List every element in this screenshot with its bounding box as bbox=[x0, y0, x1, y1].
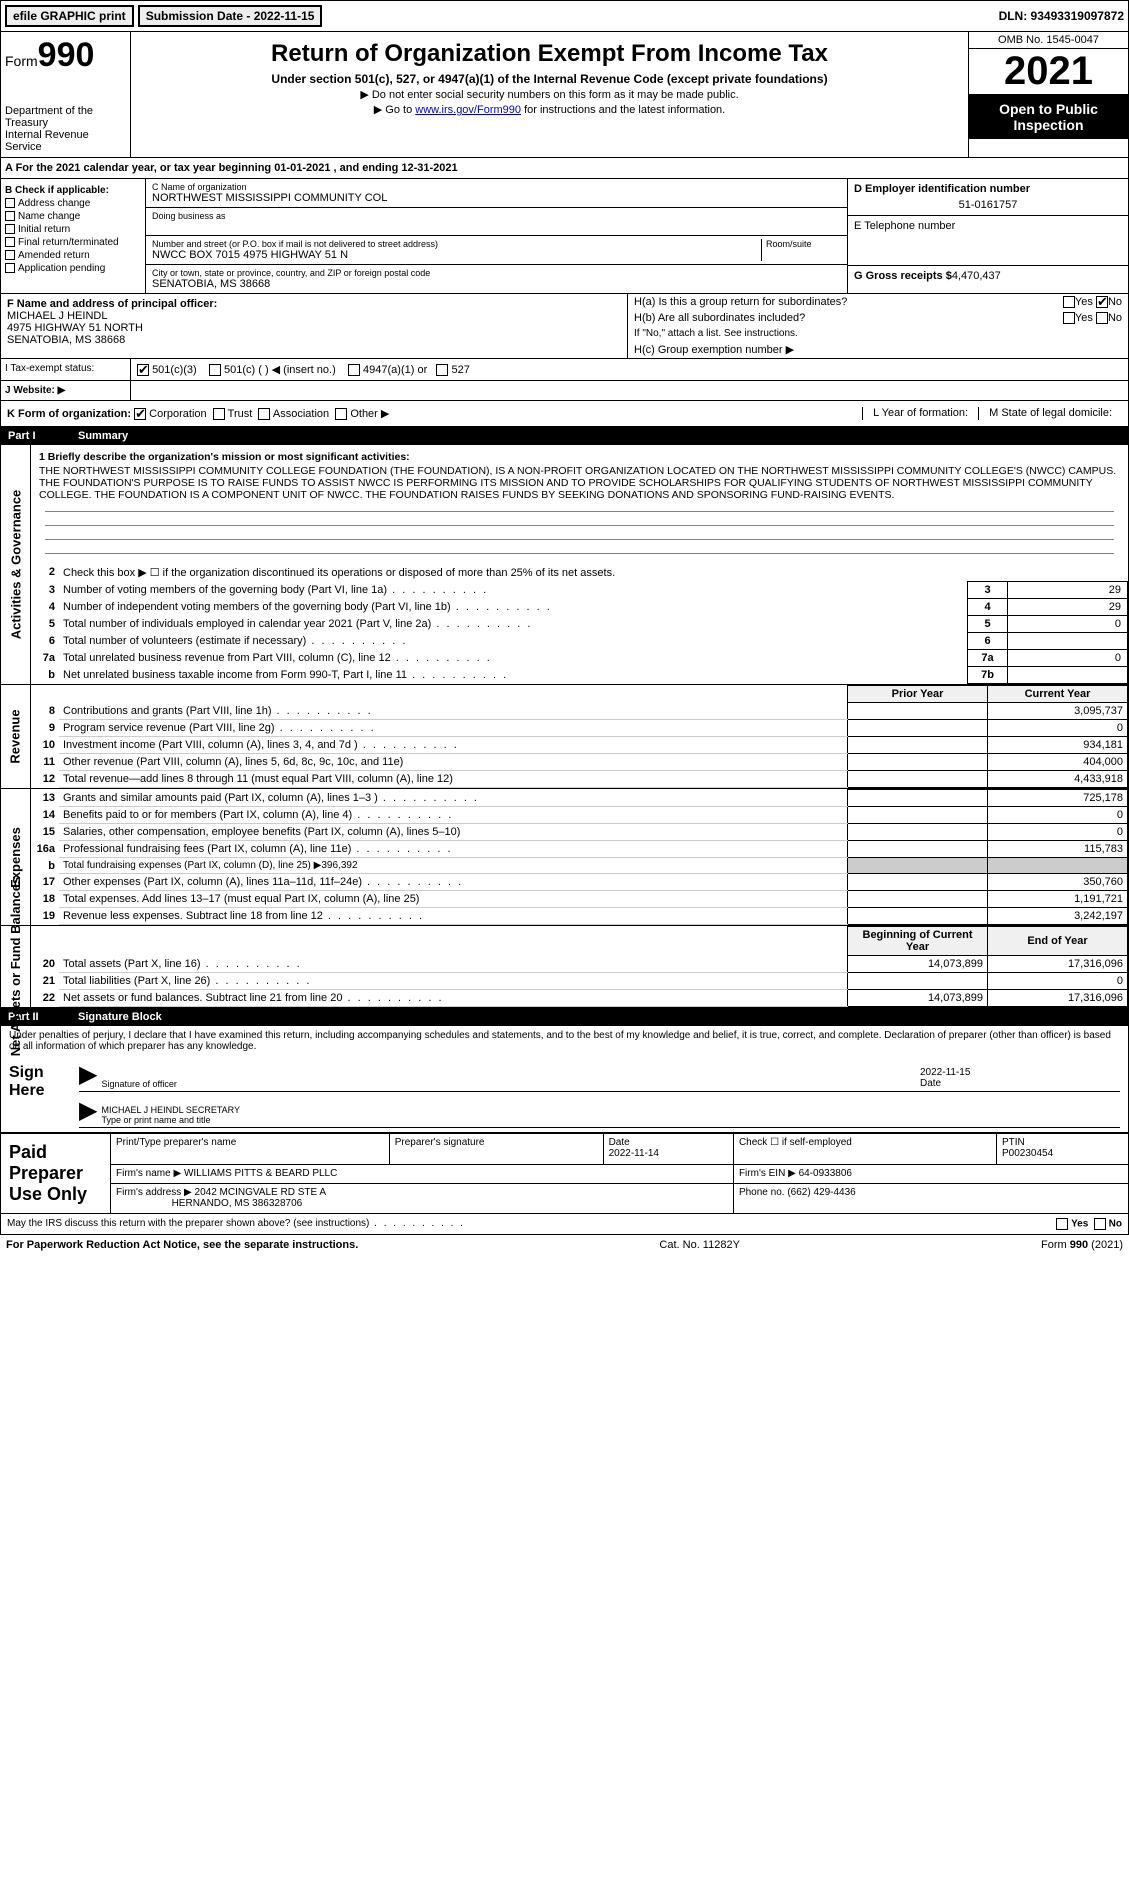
note-goto: ▶ Go to www.irs.gov/Form990 for instruct… bbox=[139, 103, 960, 116]
signature-block: Under penalties of perjury, I declare th… bbox=[0, 1026, 1129, 1133]
note-ssn: ▶ Do not enter social security numbers o… bbox=[139, 88, 960, 101]
ein: 51-0161757 bbox=[854, 199, 1122, 211]
block-klm: K Form of organization: Corporation Trus… bbox=[0, 401, 1129, 427]
block-m: M State of legal domicile: bbox=[978, 407, 1122, 420]
submission-date-label: Submission Date - 2022-11-15 bbox=[138, 5, 323, 27]
irs-label: Internal Revenue Service bbox=[5, 129, 126, 153]
block-fg: F Name and address of principal officer:… bbox=[0, 294, 1129, 359]
efile-label: efile GRAPHIC print bbox=[5, 5, 134, 27]
preparer-table: Paid Preparer Use Only Print/Type prepar… bbox=[0, 1133, 1129, 1214]
block-f: F Name and address of principal officer:… bbox=[1, 294, 628, 358]
sidebar-revenue: Revenue bbox=[1, 685, 31, 788]
gross-receipts: 4,470,437 bbox=[952, 270, 1001, 282]
block-h: H(a) Is this a group return for subordin… bbox=[628, 294, 1128, 358]
block-j-label: J Website: ▶ bbox=[1, 381, 131, 400]
net-assets-table: Beginning of Current YearEnd of Year 20T… bbox=[31, 926, 1128, 1007]
block-l: L Year of formation: bbox=[862, 407, 978, 420]
tax-year: 2021 bbox=[969, 49, 1128, 95]
firm-ein: 64-0933806 bbox=[799, 1168, 852, 1179]
sign-here-label: Sign Here bbox=[1, 1056, 71, 1132]
tax-exempt-status: 501(c)(3) 501(c) ( ) ◀ (insert no.) 4947… bbox=[131, 359, 1128, 380]
org-city: SENATOBIA, MS 38668 bbox=[152, 278, 841, 290]
block-de: D Employer identification number 51-0161… bbox=[848, 179, 1128, 293]
form-title: Return of Organization Exempt From Incom… bbox=[139, 40, 960, 68]
ptin: P00230454 bbox=[1002, 1148, 1053, 1159]
dept-label: Department of the Treasury bbox=[5, 105, 126, 129]
prep-date: 2022-11-14 bbox=[609, 1148, 659, 1159]
irs-link[interactable]: www.irs.gov/Form990 bbox=[415, 104, 521, 116]
page-footer: For Paperwork Reduction Act Notice, see … bbox=[0, 1235, 1129, 1255]
form-footer: Form 990 (2021) bbox=[1041, 1239, 1123, 1251]
sidebar-net-assets: Net Assets or Fund Balances bbox=[1, 926, 31, 1007]
omb-number: OMB No. 1545-0047 bbox=[969, 32, 1128, 49]
arrow-icon: ▶ bbox=[79, 1096, 97, 1125]
officer-name: MICHAEL J HEINDL bbox=[7, 310, 621, 322]
form-header: Form990 Department of the Treasury Inter… bbox=[0, 32, 1129, 158]
block-i-label: I Tax-exempt status: bbox=[1, 359, 131, 380]
org-address: NWCC BOX 7015 4975 HIGHWAY 51 N bbox=[152, 249, 761, 261]
open-public: Open to Public Inspection bbox=[969, 95, 1128, 139]
form-number: Form990 bbox=[5, 36, 126, 75]
part2-header: Part II Signature Block bbox=[0, 1008, 1129, 1026]
blocks-bcde: B Check if applicable: Address change Na… bbox=[0, 179, 1129, 294]
arrow-icon: ▶ bbox=[79, 1060, 97, 1089]
sidebar-activities-governance: Activities & Governance bbox=[1, 445, 31, 684]
block-b: B Check if applicable: Address change Na… bbox=[1, 179, 146, 293]
governance-table: 2Check this box ▶ ☐ if the organization … bbox=[31, 564, 1128, 684]
revenue-table: Prior YearCurrent Year 8Contributions an… bbox=[31, 685, 1128, 788]
discuss-row: May the IRS discuss this return with the… bbox=[0, 1214, 1129, 1235]
org-name: NORTHWEST MISSISSIPPI COMMUNITY COL bbox=[152, 192, 841, 204]
expenses-table: 13Grants and similar amounts paid (Part … bbox=[31, 789, 1128, 925]
dln-label: DLN: 93493319097872 bbox=[999, 9, 1124, 23]
mission: 1 Briefly describe the organization's mi… bbox=[31, 445, 1128, 564]
part1-header: Part I Summary bbox=[0, 427, 1129, 445]
sig-date: 2022-11-15 bbox=[920, 1067, 1120, 1078]
line-a: A For the 2021 calendar year, or tax yea… bbox=[1, 158, 462, 178]
firm-name: WILLIAMS PITTS & BEARD PLLC bbox=[184, 1168, 337, 1179]
firm-phone: (662) 429-4436 bbox=[787, 1187, 855, 1198]
cat-no: Cat. No. 11282Y bbox=[659, 1239, 740, 1251]
officer-printed-name: MICHAEL J HEINDL SECRETARY bbox=[101, 1105, 1120, 1115]
form-subtitle: Under section 501(c), 527, or 4947(a)(1)… bbox=[139, 72, 960, 86]
block-c: C Name of organization NORTHWEST MISSISS… bbox=[146, 179, 848, 293]
top-bar: efile GRAPHIC print Submission Date - 20… bbox=[0, 0, 1129, 32]
